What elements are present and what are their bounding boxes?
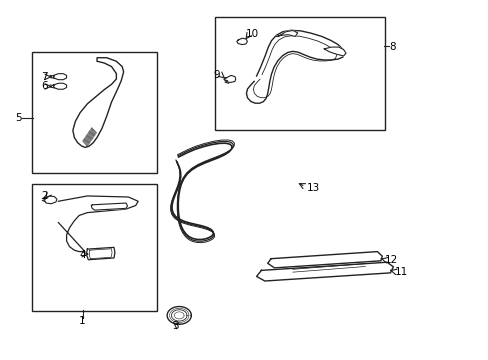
Polygon shape — [236, 38, 247, 45]
Text: 12: 12 — [384, 256, 397, 265]
Text: 8: 8 — [389, 42, 395, 52]
Text: 11: 11 — [393, 267, 407, 277]
Polygon shape — [256, 262, 393, 281]
Bar — [215, 17, 384, 130]
Text: 6: 6 — [41, 81, 47, 91]
Text: 9: 9 — [213, 70, 220, 80]
Text: 13: 13 — [306, 183, 319, 193]
Polygon shape — [53, 74, 66, 80]
Polygon shape — [53, 83, 66, 89]
Text: 4: 4 — [80, 250, 86, 260]
Polygon shape — [324, 47, 346, 56]
Polygon shape — [91, 203, 127, 210]
Polygon shape — [246, 30, 344, 103]
Polygon shape — [44, 196, 57, 204]
Text: 1: 1 — [79, 316, 86, 326]
Polygon shape — [267, 252, 382, 268]
Polygon shape — [224, 76, 235, 82]
Text: 7: 7 — [41, 72, 47, 82]
Polygon shape — [275, 31, 297, 36]
Text: 5: 5 — [15, 113, 22, 123]
Text: 2: 2 — [41, 191, 47, 201]
Text: 10: 10 — [245, 29, 259, 39]
Bar — [32, 184, 157, 311]
Polygon shape — [58, 196, 138, 252]
Bar — [32, 53, 157, 173]
Polygon shape — [73, 58, 123, 147]
Polygon shape — [86, 247, 115, 260]
Text: 3: 3 — [172, 321, 178, 331]
